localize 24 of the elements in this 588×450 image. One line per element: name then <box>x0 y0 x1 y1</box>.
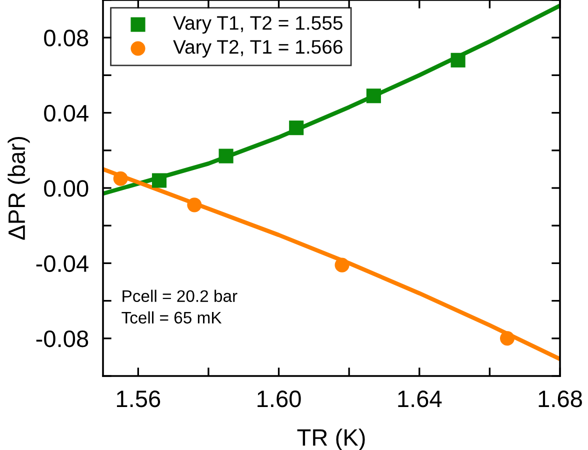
x-tick-label: 1.60 <box>258 390 301 408</box>
line-series <box>103 167 560 362</box>
y-tick-label: 0.00 <box>44 180 88 197</box>
x-tick-label: 1.68 <box>538 390 582 408</box>
point <box>218 148 234 164</box>
line-series <box>103 4 560 196</box>
point <box>187 198 202 212</box>
y-tick-label: -0.04 <box>36 255 88 272</box>
y-tick-label: 0.04 <box>44 104 88 122</box>
x-tick-label: 1.56 <box>116 390 160 408</box>
point <box>500 331 515 346</box>
point <box>366 88 381 104</box>
y-tick-label: -0.08 <box>36 330 88 348</box>
point <box>450 52 466 68</box>
y-tick-label: 0.08 <box>44 30 88 46</box>
point <box>334 258 350 272</box>
legend-label: Vary T2, T1 = 1.566 <box>173 40 342 58</box>
legend-label: Vary T1, T2 = 1.555 <box>173 16 342 34</box>
x-tick-label: 1.64 <box>398 390 442 408</box>
point <box>289 120 304 136</box>
annotation: Pcell = 20.2 bar Tcell = 65 mK <box>122 290 238 324</box>
point <box>113 171 128 186</box>
y-axis-title: ΔPR (bar) <box>8 136 30 240</box>
point <box>152 173 167 188</box>
